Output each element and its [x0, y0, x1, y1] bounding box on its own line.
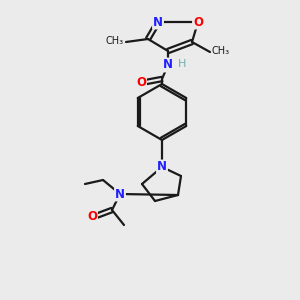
Text: H: H	[178, 59, 186, 69]
Text: O: O	[87, 209, 97, 223]
Text: CH₃: CH₃	[212, 46, 230, 56]
Text: N: N	[153, 16, 163, 28]
Text: CH₃: CH₃	[106, 36, 124, 46]
Text: O: O	[193, 16, 203, 28]
Text: N: N	[115, 188, 125, 200]
Text: N: N	[163, 58, 173, 71]
Text: N: N	[157, 160, 167, 173]
Text: O: O	[136, 76, 146, 88]
